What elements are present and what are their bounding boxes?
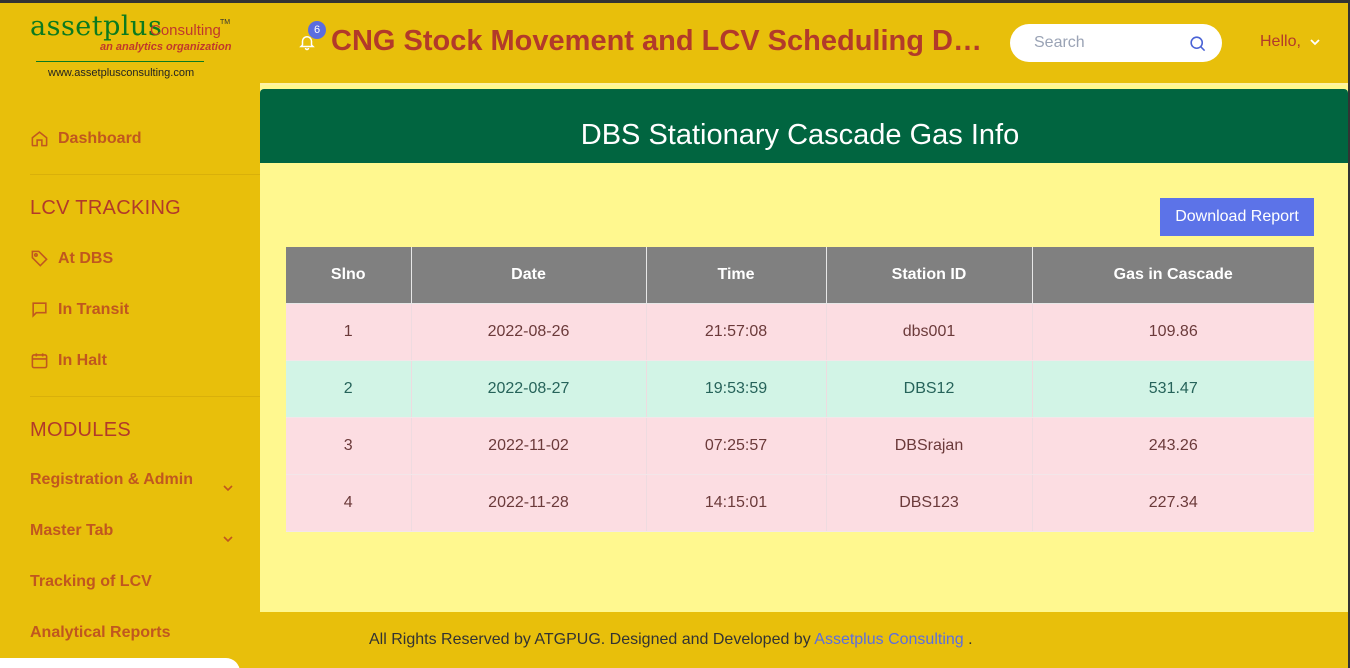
page-footer: All Rights Reserved by ATGPUG. Designed … (260, 612, 1348, 668)
logo-url: www.assetplusconsulting.com (48, 67, 195, 79)
table-header-row: Slno Date Time Station ID Gas in Cascade (286, 247, 1314, 304)
table-row: 3 2022-11-02 07:25:57 DBSrajan 243.26 (286, 417, 1314, 475)
sidebar-item-tracking-lcv[interactable]: Tracking of LCV (30, 573, 152, 591)
sidebar-item-label: Dashboard (58, 129, 142, 147)
column-header-time: Time (646, 247, 827, 304)
app-title: CNG Stock Movement and LCV Scheduling Da… (331, 25, 991, 57)
cell-date: 2022-08-26 (411, 303, 647, 361)
column-header-gas-in-cascade: Gas in Cascade (1032, 247, 1314, 304)
brand-logo[interactable]: assetplus Consulting TM an analytics org… (30, 11, 240, 81)
message-icon (32, 302, 47, 318)
cell-date: 2022-11-28 (411, 474, 647, 532)
user-greeting: Hello, (1260, 33, 1301, 50)
cell-time: 07:25:57 (646, 417, 827, 475)
footer-link[interactable]: Assetplus Consulting (814, 631, 964, 648)
cell-station-id: DBS123 (826, 474, 1033, 532)
sidebar-item-dashboard[interactable]: Dashboard (30, 129, 142, 148)
cell-gas-in-cascade: 109.86 (1032, 303, 1314, 361)
search-icon[interactable] (1188, 34, 1207, 53)
cell-slno: 4 (286, 474, 412, 532)
top-header: 6 CNG Stock Movement and LCV Scheduling … (260, 3, 1348, 83)
cell-gas-in-cascade: 243.26 (1032, 417, 1314, 475)
cell-slno: 1 (286, 303, 412, 361)
cell-slno: 2 (286, 360, 412, 418)
sidebar-item-in-transit[interactable]: In Transit (30, 300, 129, 319)
bell-icon[interactable] (298, 33, 316, 51)
tag-icon (31, 250, 48, 267)
sidebar-item-label: Analytical Reports (30, 624, 171, 641)
chevron-down-icon[interactable] (223, 480, 233, 492)
cell-station-id: DBSrajan (826, 417, 1033, 475)
calendar-icon (31, 353, 48, 369)
page-banner: DBS Stationary Cascade Gas Info (260, 89, 1348, 163)
section-title-modules: MODULES (30, 419, 132, 441)
sidebar-item-label: Master Tab (30, 522, 114, 539)
column-header-station-id: Station ID (826, 247, 1033, 304)
footer-end: . (968, 631, 973, 648)
sidebar-item-label: In Halt (58, 351, 107, 369)
cell-time: 21:57:08 (646, 303, 827, 361)
cell-gas-in-cascade: 531.47 (1032, 360, 1314, 418)
sidebar-item-master-tab[interactable]: Master Tab (30, 522, 113, 540)
cell-station-id: DBS12 (826, 360, 1033, 418)
cell-date: 2022-08-27 (411, 360, 647, 418)
user-menu[interactable]: Hello, (1260, 33, 1321, 51)
cell-date: 2022-11-02 (411, 417, 647, 475)
logo-tagline: an analytics organization (100, 41, 232, 53)
cell-gas-in-cascade: 227.34 (1032, 474, 1314, 532)
footer-copyright: All Rights Reserved by ATGPUG. Designed … (369, 631, 811, 648)
sidebar-item-in-halt[interactable]: In Halt (30, 351, 107, 370)
notification-badge: 6 (308, 21, 326, 39)
search-input[interactable] (1034, 32, 1184, 54)
section-title-lcv: LCV TRACKING (30, 197, 182, 219)
main-content: DBS Stationary Cascade Gas Info Download… (260, 83, 1348, 612)
column-header-slno: Slno (286, 247, 412, 304)
table-row: 2 2022-08-27 19:53:59 DBS12 531.47 (286, 360, 1314, 418)
cell-slno: 3 (286, 417, 412, 475)
sidebar-item-label: In Transit (58, 300, 130, 318)
sidebar: assetplus Consulting TM an analytics org… (0, 3, 260, 668)
home-icon (31, 131, 48, 147)
sidebar-scroll-indicator (0, 658, 240, 668)
logo-underline (36, 61, 204, 62)
sidebar-item-label: Tracking of LCV (30, 573, 152, 590)
column-header-date: Date (411, 247, 647, 304)
sidebar-item-analytical-reports[interactable]: Analytical Reports (30, 624, 170, 642)
cell-time: 19:53:59 (646, 360, 827, 418)
footer-text: All Rights Reserved by ATGPUG. Designed … (369, 631, 973, 649)
cascade-gas-table: Slno Date Time Station ID Gas in Cascade… (286, 247, 1314, 532)
sidebar-item-label: At DBS (58, 249, 114, 267)
sidebar-item-registration-admin[interactable]: Registration & Admin (30, 471, 193, 489)
page-title: DBS Stationary Cascade Gas Info (580, 119, 1020, 151)
sidebar-item-label: Registration & Admin (30, 471, 193, 488)
table-row: 1 2022-08-26 21:57:08 dbs001 109.86 (286, 303, 1314, 361)
logo-name: assetplus (30, 11, 163, 42)
logo-tm: TM (220, 19, 231, 26)
logo-sub: Consulting (150, 22, 221, 39)
cell-time: 14:15:01 (646, 474, 827, 532)
download-report-button[interactable]: Download Report (1160, 198, 1314, 236)
sidebar-divider (30, 174, 260, 175)
chevron-down-icon[interactable] (223, 531, 233, 543)
app-frame: assetplus Consulting TM an analytics org… (0, 3, 1348, 668)
table-row: 4 2022-11-28 14:15:01 DBS123 227.34 (286, 474, 1314, 532)
sidebar-item-at-dbs[interactable]: At DBS (30, 249, 113, 268)
cell-station-id: dbs001 (826, 303, 1033, 361)
search-box (1010, 24, 1222, 62)
sidebar-divider (30, 396, 260, 397)
chevron-down-icon (1310, 39, 1320, 46)
